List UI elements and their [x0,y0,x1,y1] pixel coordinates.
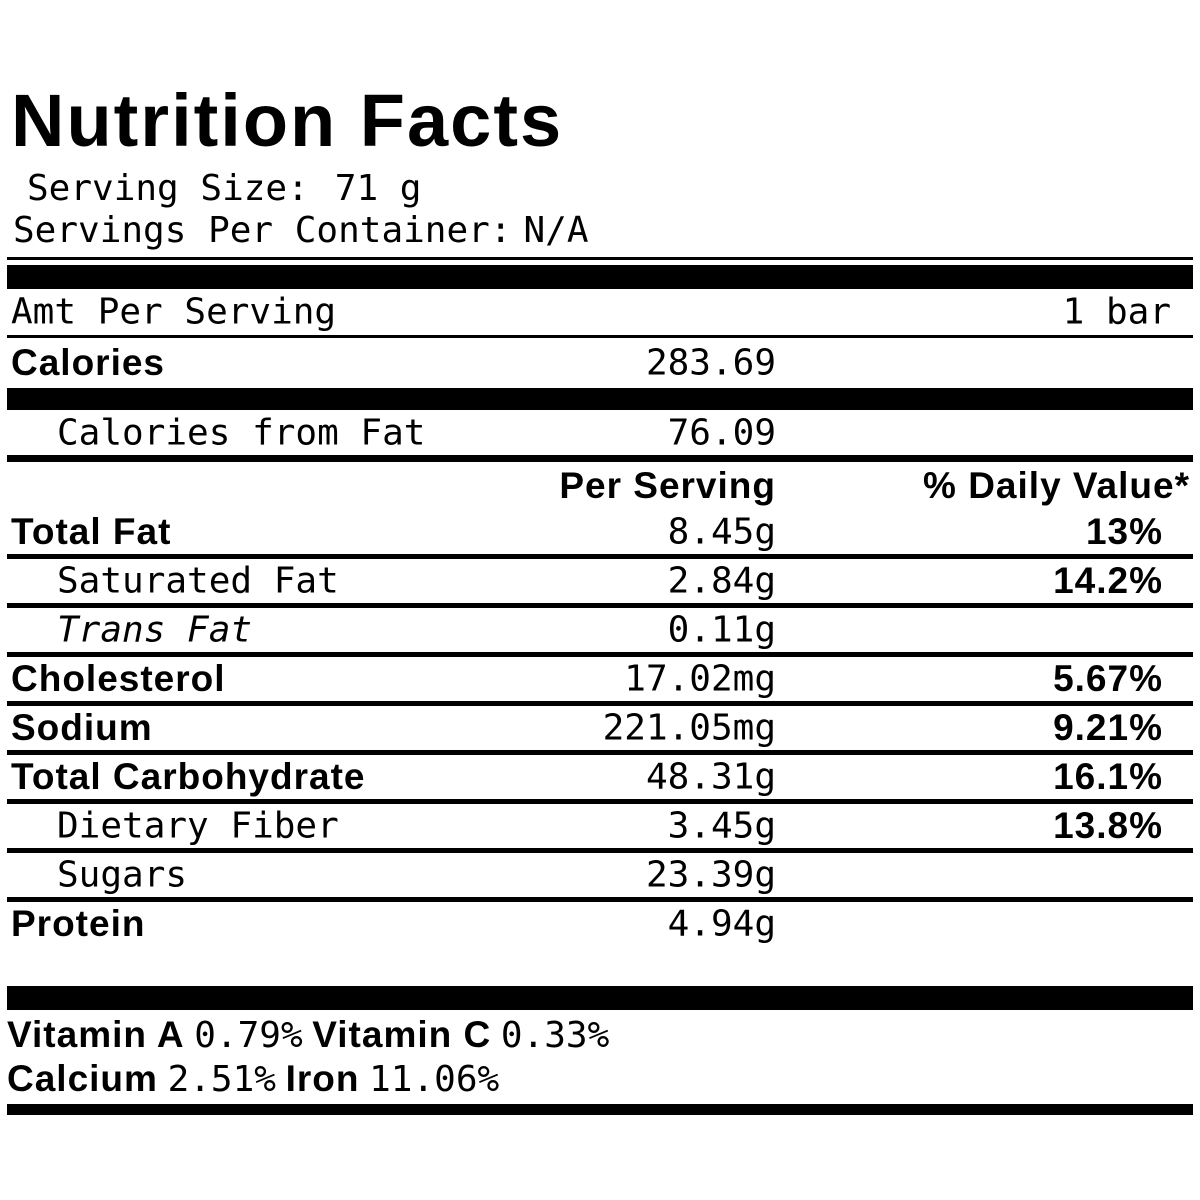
protein-amount: 4.94g [667,903,776,945]
daily-value-header: % Daily Value* [923,465,1190,506]
calories-from-fat-row: Calories from Fat 76.09 [7,410,1193,455]
total-fat-amount: 8.45g [667,511,776,553]
nutrient-row-total-carbohydrate: Total Carbohydrate 48.31g 16.1% [7,755,1193,804]
total-fat-label: Total Fat [11,511,172,552]
total-carbohydrate-label: Total Carbohydrate [11,756,366,797]
vitamin-row-2: Calcium 2.51% Iron 11.06% [7,1058,1193,1102]
divider-under-amt-per-serving [7,335,1193,338]
nutrient-row-sodium: Sodium 221.05mg 9.21% [7,706,1193,755]
serving-unit-value: 1 bar [1062,291,1171,333]
serving-size-row: Serving Size: 71 g [7,168,1193,210]
divider-under-servings [7,257,1193,260]
sodium-label: Sodium [11,707,153,748]
cholesterol-label: Cholesterol [11,658,226,699]
per-serving-header: Per Serving [559,465,776,506]
thick-bar-calories [7,388,1193,410]
total-fat-dv: 13% [1085,511,1163,552]
calories-value: 283.69 [645,342,776,384]
column-header-row: Per Serving % Daily Value* [7,462,1193,510]
cholesterol-dv: 5.67% [1053,658,1163,699]
serving-size-value: 71 g [334,168,422,209]
sugars-label: Sugars [57,854,188,896]
nutrient-row-cholesterol: Cholesterol 17.02mg 5.67% [7,657,1193,706]
sodium-amount: 221.05mg [602,707,776,749]
nutrient-row-trans-fat: Trans Fat 0.11g [7,608,1193,657]
thick-bar-bottom [7,1104,1193,1115]
iron-label: Iron [285,1058,360,1099]
protein-label: Protein [11,903,146,944]
calories-from-fat-label: Calories from Fat [57,412,426,453]
vitamin-c-label: Vitamin C [312,1014,492,1055]
calories-label: Calories [11,342,166,383]
trans-fat-amount: 0.11g [667,609,776,651]
nutrient-row-sugars: Sugars 23.39g [7,853,1193,902]
dietary-fiber-amount: 3.45g [667,805,776,847]
nutrient-row-dietary-fiber: Dietary Fiber 3.45g 13.8% [7,804,1193,853]
vitamin-c-value: 0.33% [500,1015,610,1056]
total-carbohydrate-amount: 48.31g [645,756,776,798]
thick-bar-top [7,265,1193,289]
trans-fat-label: Trans Fat [57,609,253,651]
amt-per-serving-row: Amt Per Serving 1 bar [7,289,1193,335]
saturated-fat-amount: 2.84g [667,560,776,602]
amt-per-serving-label: Amt Per Serving [11,291,337,333]
vitamin-a-value: 0.79% [194,1015,303,1056]
divider-under-calories-from-fat [7,455,1193,462]
saturated-fat-dv: 14.2% [1053,560,1163,601]
sugars-amount: 23.39g [645,854,776,896]
dietary-fiber-label: Dietary Fiber [57,805,339,847]
servings-per-container-value: N/A [523,210,589,251]
servings-per-container-row: Servings Per Container: N/A [7,210,1193,252]
nutrient-row-saturated-fat: Saturated Fat 2.84g 14.2% [7,559,1193,608]
nutrient-row-protein: Protein 4.94g [7,902,1193,946]
thick-bar-vitamins [7,986,1193,1010]
iron-value: 11.06% [369,1059,500,1100]
dietary-fiber-dv: 13.8% [1053,805,1163,846]
total-carbohydrate-dv: 16.1% [1053,756,1163,797]
servings-per-container-label: Servings Per Container: [13,210,512,251]
calories-row: Calories 283.69 [7,338,1193,388]
cholesterol-amount: 17.02mg [624,658,776,700]
serving-size-label: Serving Size: [27,168,309,209]
nutrient-row-total-fat: Total Fat 8.45g 13% [7,510,1193,559]
nutrition-facts-label: Nutrition Facts Serving Size: 71 g Servin… [7,0,1193,1115]
sodium-dv: 9.21% [1053,707,1163,748]
calcium-value: 2.51% [167,1059,276,1100]
saturated-fat-label: Saturated Fat [57,560,339,602]
vitamin-a-label: Vitamin A [7,1014,185,1055]
calcium-label: Calcium [7,1058,158,1099]
calories-from-fat-value: 76.09 [667,412,776,453]
vitamin-row-1: Vitamin A 0.79% Vitamin C 0.33% [7,1014,1193,1058]
label-title: Nutrition Facts [11,79,564,162]
